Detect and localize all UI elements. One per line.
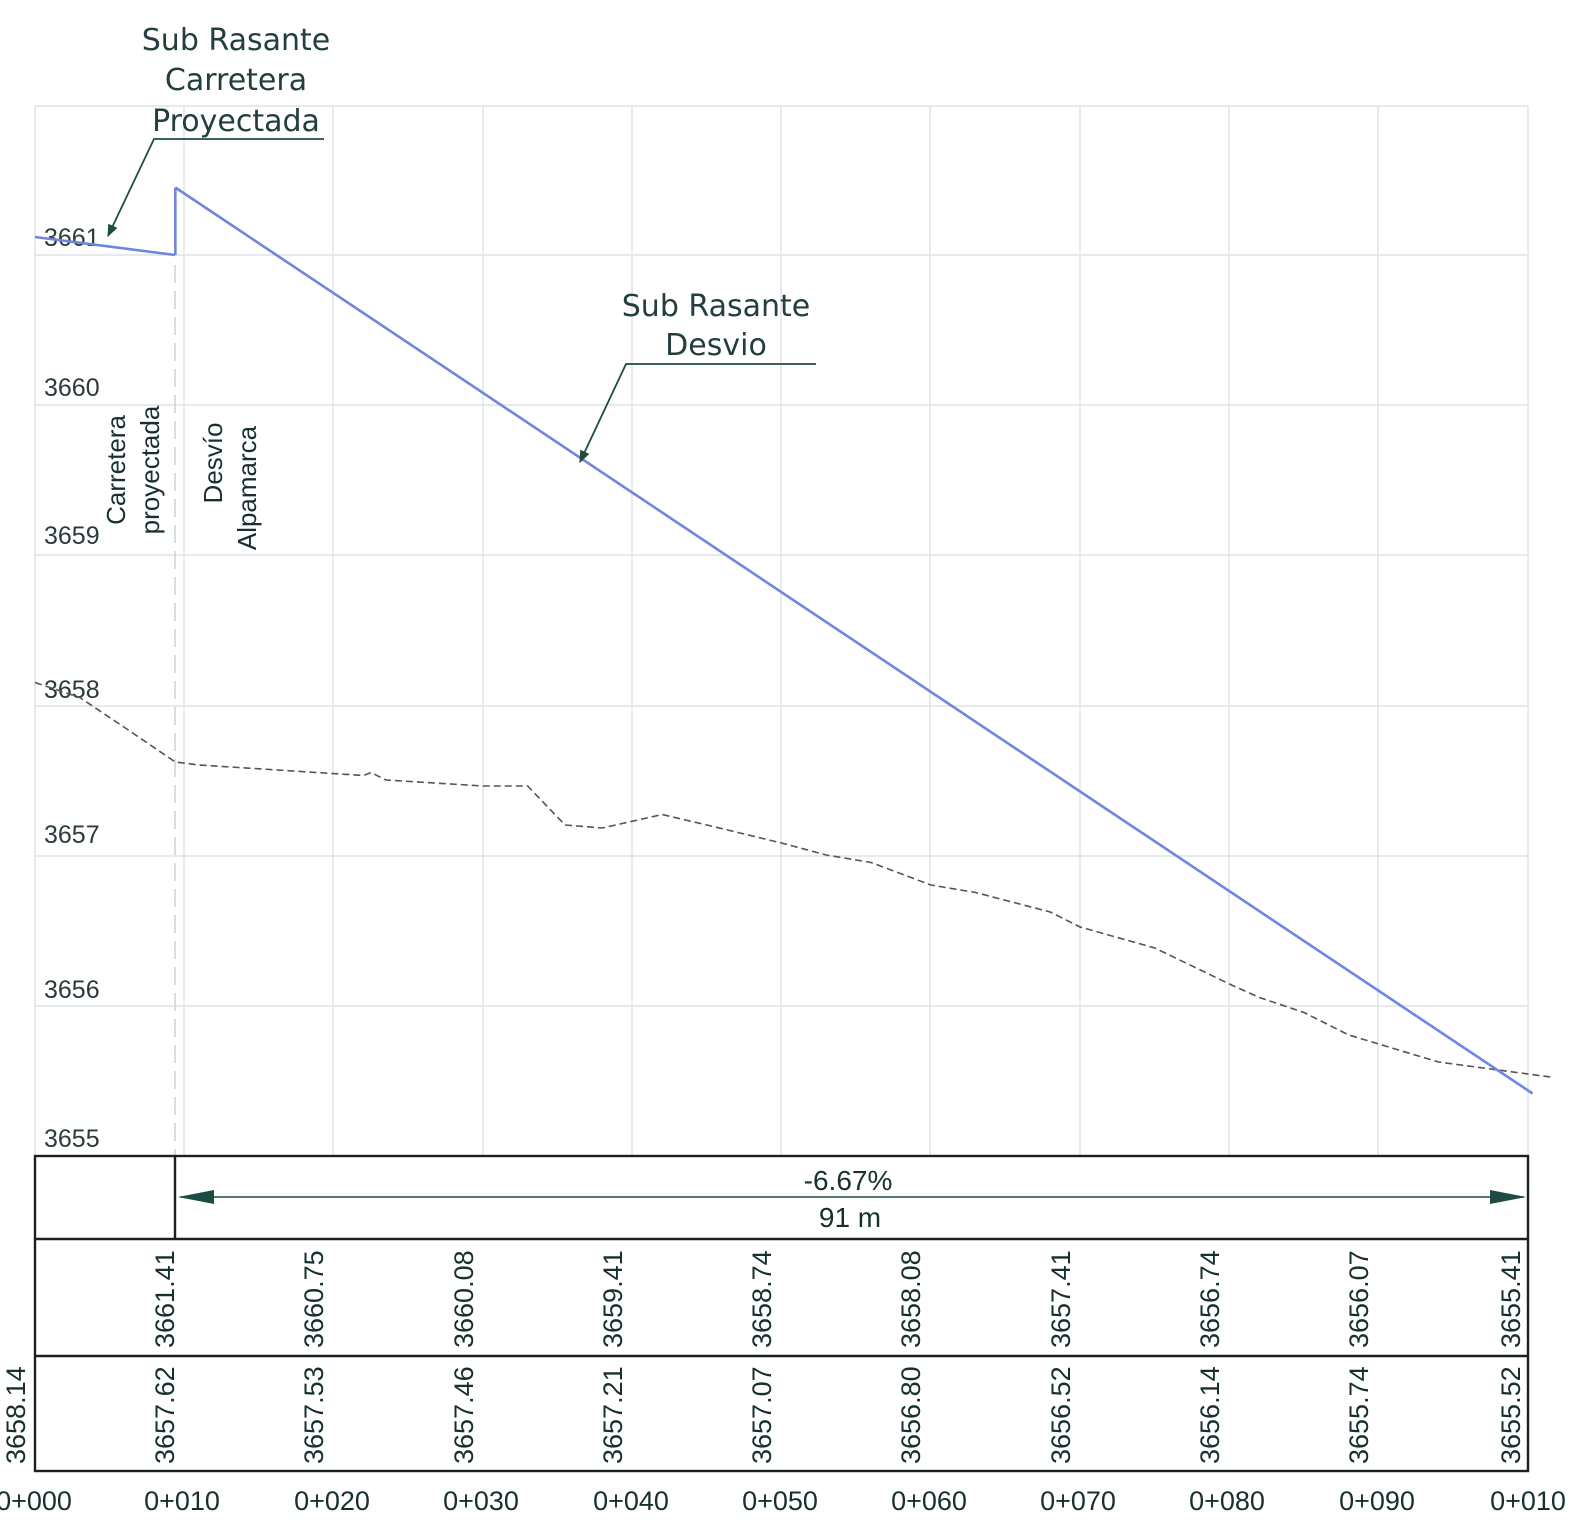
subgrade-elevation: 3660.75 (299, 1250, 329, 1348)
subgrade-elevation: 3656.07 (1344, 1250, 1374, 1348)
elevation-label: 3657 (44, 821, 100, 849)
subgrade-elevation: 3660.08 (449, 1250, 479, 1348)
elevation-labels: 3661 3660 3659 3658 3657 3656 3655 (44, 224, 100, 1153)
ground-elevation: 3657.07 (747, 1366, 777, 1464)
desvio-label-line-2: Alpamarca (232, 425, 262, 550)
callout-road-line-1: Sub Rasante (142, 23, 330, 58)
detour-subgrade-line (174, 186, 1534, 1095)
subgrade-elevation: 3655.41 (1496, 1250, 1526, 1348)
callout-road-subgrade: Sub Rasante Carretera Proyectada (107, 23, 330, 238)
subgrade-elevation: 3658.08 (896, 1250, 926, 1348)
segment-labels: Carretera proyectada Desvío Alpamarca (101, 405, 262, 550)
slope-band: -6.67% 91 m (178, 1165, 1526, 1233)
subgrade-elevation: 3661.41 (150, 1250, 180, 1348)
carretera-label-line-1: Carretera (101, 415, 131, 525)
elevation-label: 3656 (44, 976, 100, 1004)
callout-detour-line-1: Sub Rasante (622, 289, 810, 324)
ground-elevation: 3657.46 (449, 1366, 479, 1464)
ground-elevation-row: 3658.14 3657.62 3657.53 3657.46 3657.21 … (1, 1366, 1526, 1464)
arrowhead-left-icon (178, 1190, 214, 1204)
slope-grade: -6.67% (804, 1165, 893, 1196)
ground-profile-line (34, 681, 1551, 1078)
ground-elevation: 3658.14 (1, 1366, 31, 1464)
callout-arrow (107, 138, 324, 238)
subgrade-elevation: 3658.74 (747, 1250, 777, 1348)
chainage-label: 0+090 (1339, 1486, 1415, 1516)
carretera-label-line-2: proyectada (135, 405, 165, 534)
ground-elevation: 3657.53 (299, 1366, 329, 1464)
chainage-label: 0+020 (294, 1486, 370, 1516)
chainage-label: 0+010 (1490, 1486, 1566, 1516)
profile-data-table (33, 1154, 1530, 1473)
callout-detour-line-2: Desvio (665, 328, 767, 363)
elevation-label: 3661 (44, 224, 100, 252)
ground-elevation: 3657.21 (598, 1366, 628, 1464)
callout-road-line-2: Carretera (165, 63, 307, 98)
elevation-label: 3655 (44, 1125, 100, 1153)
chainage-label: 0+040 (593, 1486, 669, 1516)
callout-road-line-3: Proyectada (152, 104, 320, 139)
arrowhead-right-icon (1490, 1190, 1526, 1204)
ground-elevation: 3657.62 (150, 1366, 180, 1464)
elevation-label: 3660 (44, 374, 100, 402)
chainage-label: 0+000 (0, 1486, 72, 1516)
subgrade-elevation: 3656.74 (1195, 1250, 1225, 1348)
chainage-label: 0+080 (1189, 1486, 1265, 1516)
subgrade-elevation-row: 3661.41 3660.75 3660.08 3659.41 3658.74 … (150, 1250, 1526, 1348)
chainage-labels: 0+000 0+010 0+020 0+030 0+040 0+050 0+06… (0, 1486, 1566, 1516)
subgrade-elevation: 3657.41 (1046, 1250, 1076, 1348)
chainage-label: 0+010 (144, 1486, 220, 1516)
chainage-label: 0+050 (742, 1486, 818, 1516)
chainage-label: 0+030 (443, 1486, 519, 1516)
subgrade-elevation: 3659.41 (598, 1250, 628, 1348)
callout-arrow (579, 363, 816, 464)
slope-length: 91 m (819, 1202, 881, 1233)
desvio-label-line-1: Desvío (198, 423, 228, 504)
road-subgrade-line (34, 235, 176, 257)
elevation-label: 3658 (44, 676, 100, 704)
ground-elevation: 3656.80 (896, 1366, 926, 1464)
callout-detour-subgrade: Sub Rasante Desvio (579, 289, 816, 464)
grid (34, 105, 1529, 1156)
ground-elevation: 3656.14 (1195, 1366, 1225, 1464)
ground-elevation: 3655.52 (1496, 1366, 1526, 1464)
ground-elevation: 3656.52 (1046, 1366, 1076, 1464)
ground-elevation: 3655.74 (1344, 1366, 1374, 1464)
elevation-label: 3659 (44, 522, 100, 550)
chainage-label: 0+070 (1040, 1486, 1116, 1516)
chainage-label: 0+060 (891, 1486, 967, 1516)
